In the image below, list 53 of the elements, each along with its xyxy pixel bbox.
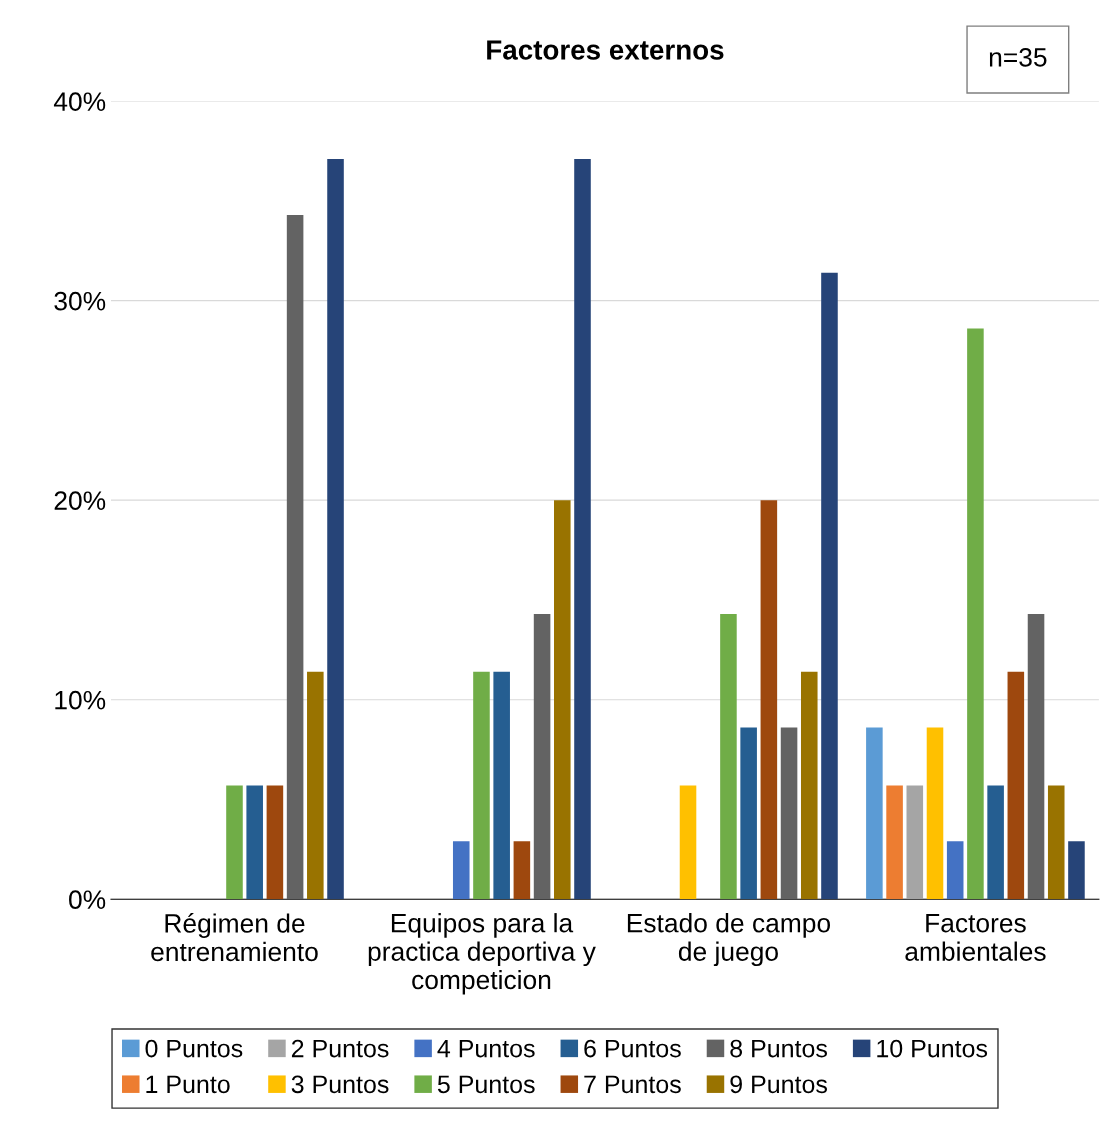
legend-label: 7 Puntos — [584, 1075, 681, 1094]
legend-label: 8 Puntos — [730, 1039, 827, 1058]
legend-label: 6 Puntos — [584, 1039, 681, 1058]
y-tick-label: 0% — [69, 890, 106, 910]
bar — [513, 841, 531, 900]
legend-label: 10 Puntos — [877, 1039, 988, 1058]
bar — [967, 328, 984, 900]
legend-label: 1 Punto — [146, 1075, 230, 1094]
bar — [926, 727, 944, 900]
bar — [886, 785, 903, 900]
legend-label: 9 Puntos — [730, 1075, 827, 1094]
bar — [1027, 613, 1045, 900]
bar — [307, 671, 324, 900]
legend-label: 0 Puntos — [145, 1039, 243, 1058]
bar — [452, 841, 470, 900]
bar — [327, 159, 344, 900]
bar — [780, 727, 798, 900]
bar — [906, 785, 924, 900]
bar — [554, 500, 571, 900]
bar — [740, 727, 757, 900]
bar — [821, 272, 838, 900]
bar — [266, 785, 284, 900]
bar — [946, 841, 964, 900]
x-tick-label: Estado de campo de juego — [627, 913, 831, 967]
bar — [800, 671, 818, 900]
bar — [246, 785, 263, 900]
bar — [533, 613, 551, 900]
bar — [679, 785, 697, 900]
bar — [226, 785, 243, 900]
bar — [1047, 785, 1065, 900]
bar — [286, 214, 304, 900]
legend-label: 5 Puntos — [437, 1075, 535, 1094]
legend-label: 4 Puntos — [437, 1039, 535, 1058]
bar — [1007, 671, 1025, 900]
bar — [574, 159, 591, 900]
legend-label: 3 Puntos — [291, 1075, 389, 1094]
y-tick-label: 10% — [55, 690, 106, 710]
x-tick-label: Factores ambientales — [905, 914, 1046, 961]
chart-title: Factores externos — [487, 40, 724, 60]
y-tick-label: 20% — [54, 491, 106, 510]
x-tick-label: Régimen de entrenamiento — [151, 913, 318, 962]
text: n=35 — [989, 47, 1047, 67]
bar — [1068, 841, 1085, 900]
y-tick-label: 30% — [54, 291, 106, 311]
bar — [473, 671, 490, 900]
x-tick-label: Equipos para la practica deportiva y competicion — [368, 913, 596, 995]
bar — [866, 727, 883, 900]
bar — [760, 500, 778, 900]
bar — [720, 613, 737, 900]
bar — [493, 671, 510, 900]
y-tick-label: 40% — [53, 92, 106, 111]
bar — [987, 785, 1004, 900]
legend-label: 2 Puntos — [291, 1039, 389, 1058]
